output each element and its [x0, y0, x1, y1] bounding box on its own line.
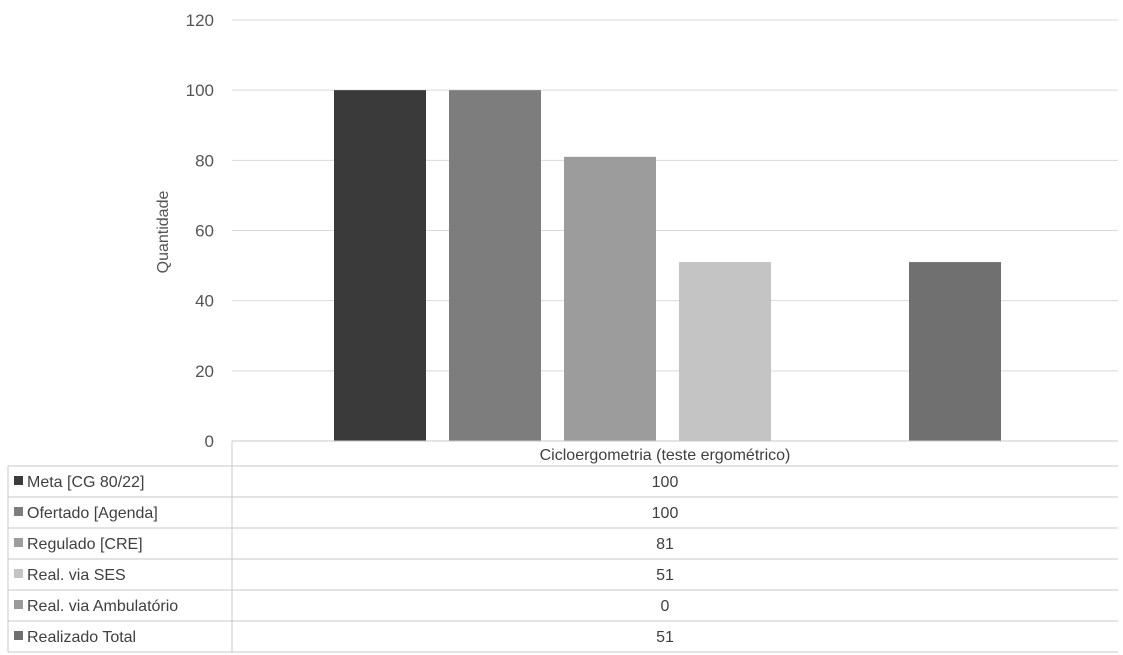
series-name: Real. via SES: [27, 567, 126, 584]
data-value: 51: [656, 567, 674, 584]
series-name: Meta [CG 80/22]: [27, 474, 144, 491]
data-value: 81: [656, 536, 674, 553]
bar-4: [679, 262, 771, 441]
series-name: Ofertado [Agenda]: [27, 505, 158, 522]
bar-3: [564, 156, 656, 441]
data-table: Cicloergometria (teste ergométrico) Meta …: [7, 440, 1118, 653]
series-name: Regulado [CRE]: [27, 536, 143, 553]
legend-swatch: [14, 538, 23, 547]
bar-6: [909, 262, 1001, 441]
y-tick-label: 40: [195, 292, 214, 311]
data-value: 0: [661, 598, 670, 615]
legend-swatch: [14, 569, 23, 578]
series-name: Real. via Ambulatório: [27, 598, 178, 615]
category-label: Cicloergometria (teste ergométrico): [540, 447, 791, 464]
data-value: 100: [652, 505, 679, 522]
y-tick-label: 120: [186, 11, 214, 30]
legend-swatch: [14, 507, 23, 516]
bars: [334, 90, 1001, 442]
bar-1: [334, 90, 426, 442]
y-tick-label: 100: [186, 81, 214, 100]
series-name: Realizado Total: [27, 629, 136, 646]
legend-swatch: [14, 476, 23, 485]
data-value: 100: [652, 474, 679, 491]
y-tick-label: 20: [195, 362, 214, 381]
data-value: 51: [656, 629, 674, 646]
legend-swatch: [14, 600, 23, 609]
y-tick-label: 80: [195, 151, 214, 170]
bar-2: [449, 90, 541, 442]
y-tick-label: 0: [205, 432, 214, 451]
y-axis-title: Quantidade: [155, 191, 172, 274]
legend-swatch: [14, 631, 23, 640]
y-axis-ticks: 0 20 40 60 80 100 120: [186, 11, 214, 451]
y-tick-label: 60: [195, 222, 214, 241]
